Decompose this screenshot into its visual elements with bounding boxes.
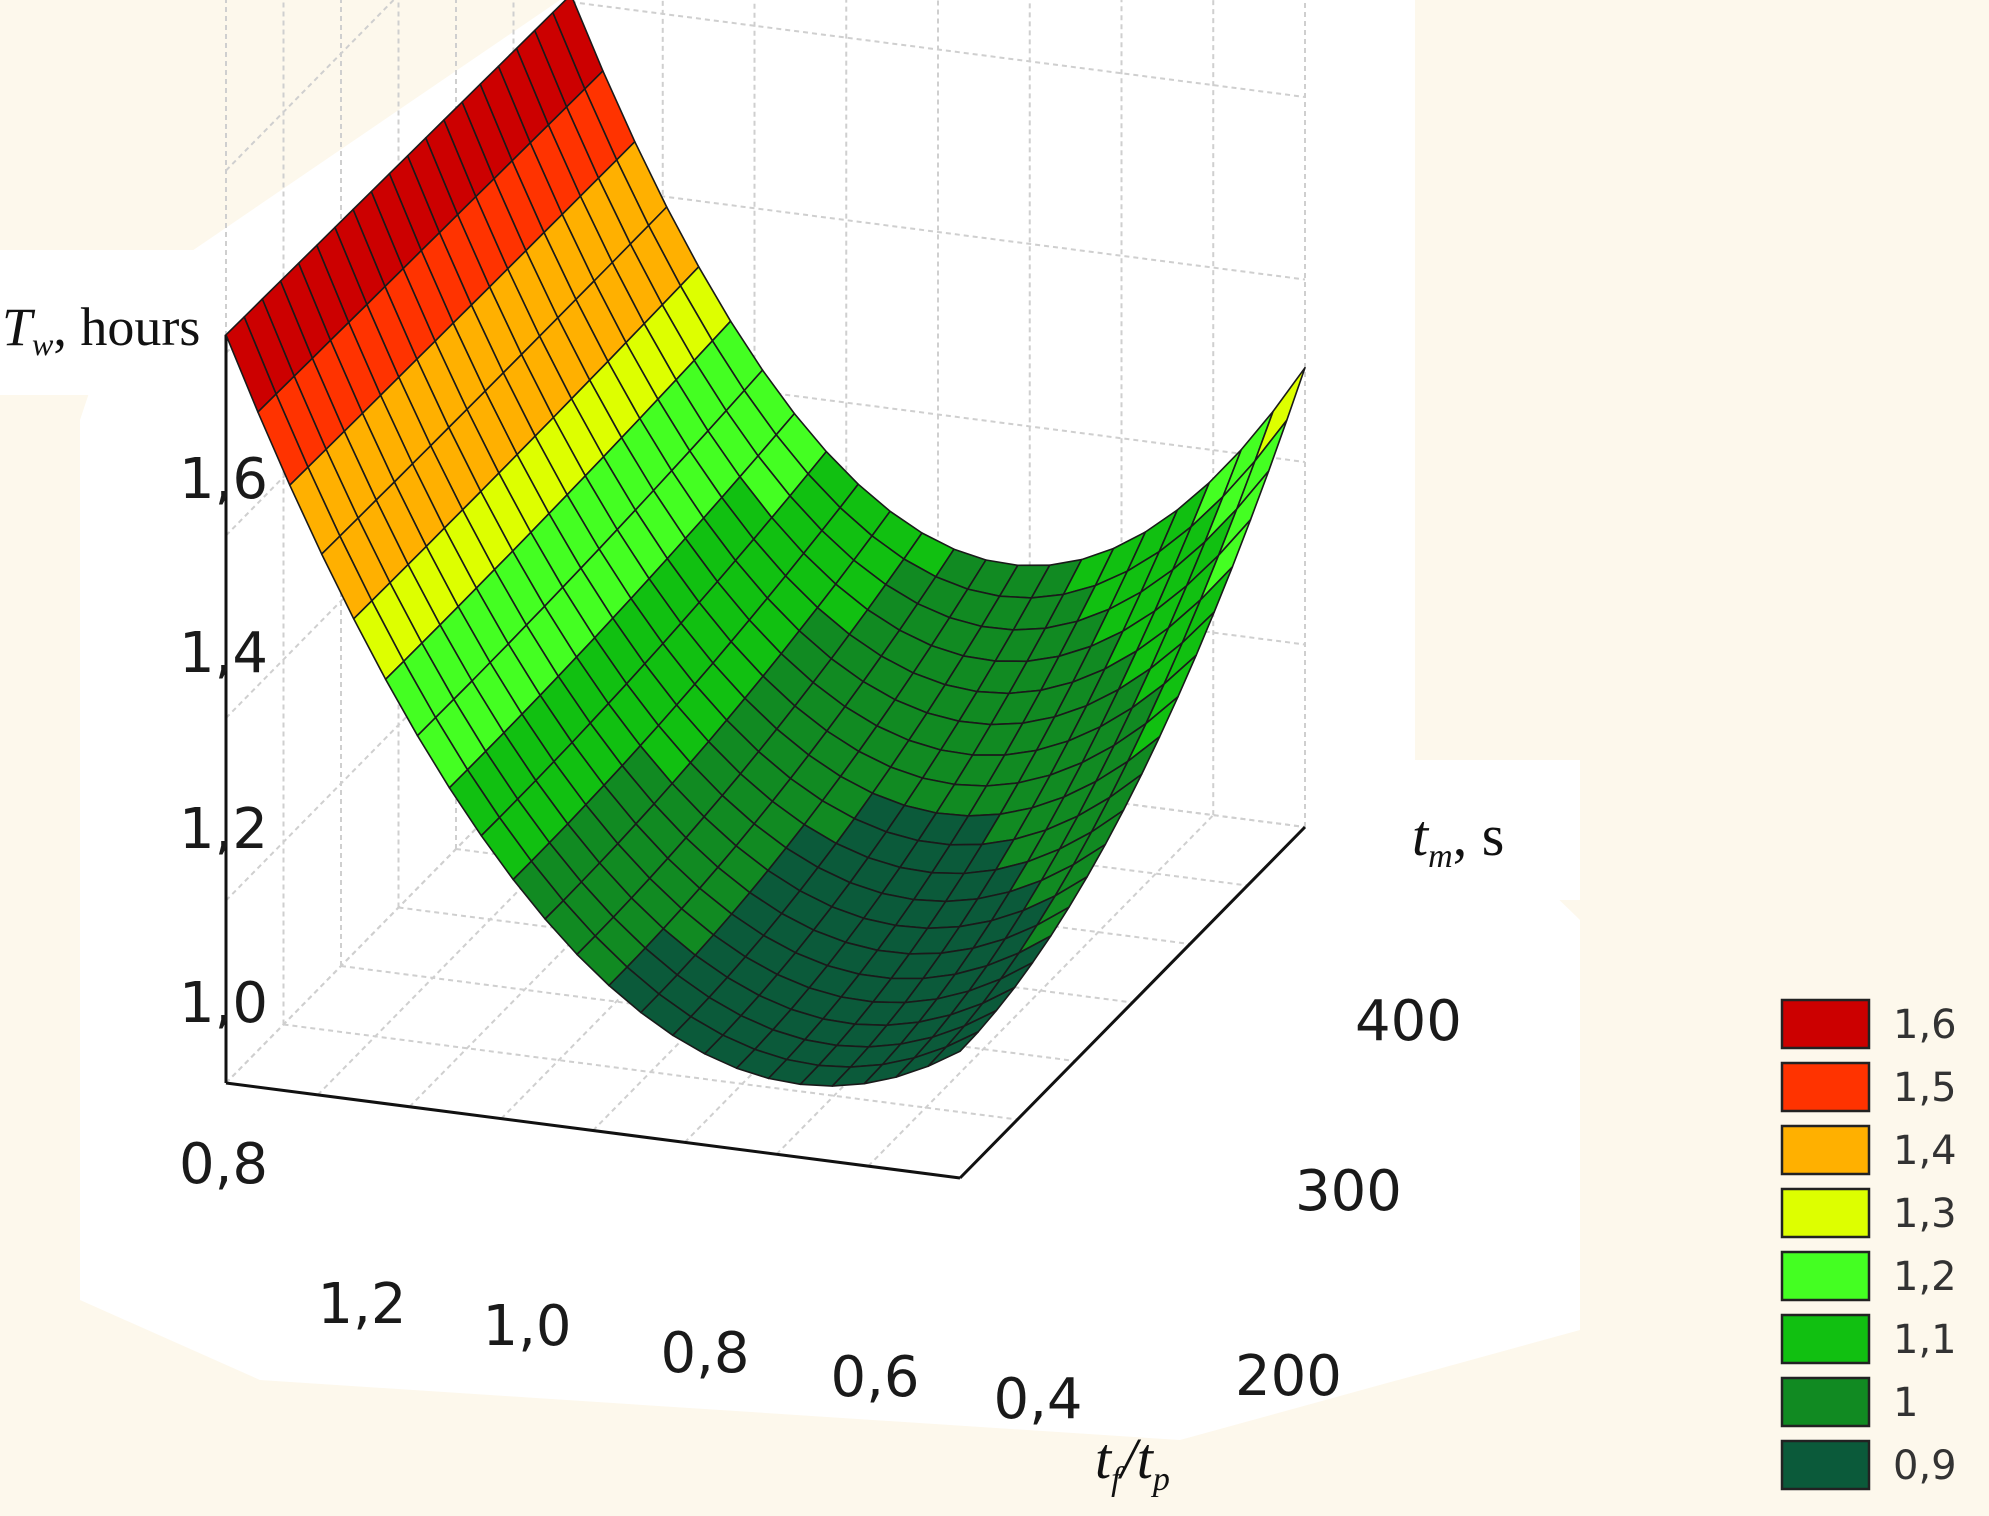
x-axis-title: tf/tp (1095, 1426, 1170, 1498)
legend-label: 1,2 (1893, 1254, 1957, 1300)
left-wall-grid-line (225, 731, 572, 1084)
z-tick-label: 1,4 (179, 621, 268, 686)
floor-grid-line (283, 1023, 1018, 1121)
x-tick-label: 1,0 (482, 1294, 571, 1359)
axes (224, 334, 1307, 1180)
y-title-backdrop (1395, 760, 1580, 900)
x-axis-line (225, 1081, 961, 1180)
tick-labels: 1,6 1,4 1,2 1,0 0,8 1,2 1,0 0,8 0,6 0,4 200 300 400 (179, 447, 1462, 1432)
x-tick-label: 1,2 (317, 1272, 406, 1337)
y-axis-title: tm, s (1412, 803, 1504, 875)
x-tick-label: 0,4 (993, 1367, 1082, 1432)
left-wall-grid-line (225, 548, 572, 902)
back-wall-grid-line (570, 1, 1306, 98)
back-wall-grid-line (570, 366, 1306, 463)
surface (225, 0, 1306, 1087)
y-tick-label: 400 (1355, 989, 1462, 1054)
z-tick-label: 0,8 (179, 1132, 268, 1197)
z-tick-label: 1,0 (179, 971, 268, 1036)
legend-label: 1,6 (1893, 1002, 1957, 1048)
legend-swatch (1780, 1187, 1871, 1239)
legend-label: 1,1 (1893, 1317, 1957, 1363)
z-tick-label: 1,6 (179, 447, 268, 512)
back-wall-grid-line (570, 183, 1306, 281)
z-axis-title: Tw, hours (2, 297, 200, 362)
legend-swatch (1780, 1439, 1871, 1491)
z-tick-label: 1,2 (179, 797, 268, 862)
surface-cell (927, 1031, 980, 1068)
legend-swatch (1780, 1250, 1871, 1302)
y-tick-label: 200 (1235, 1344, 1342, 1409)
x-tick-label: 0,8 (660, 1321, 749, 1386)
legend-swatch (1780, 1376, 1871, 1428)
x-tick-label: 0,6 (830, 1345, 919, 1410)
legend-label: 1 (1893, 1380, 1918, 1426)
legend-swatch (1780, 998, 1871, 1050)
floor-grid-line (867, 814, 1214, 1167)
legend-swatch (1780, 1124, 1871, 1176)
legend-label: 1,4 (1893, 1128, 1957, 1174)
legend-label: 1,3 (1893, 1191, 1957, 1237)
left-wall-grid-line (225, 0, 395, 172)
y-axis-line (958, 825, 1307, 1180)
y-tick-label: 300 (1295, 1159, 1402, 1224)
legend-swatch (1780, 1061, 1871, 1113)
legend: 1,6 1,5 1,4 1,3 1,2 1,1 1 0,9 (1780, 998, 1957, 1491)
legend-label: 0,9 (1893, 1443, 1957, 1489)
legend-swatch (1780, 1313, 1871, 1365)
legend-label: 1,5 (1893, 1065, 1957, 1111)
